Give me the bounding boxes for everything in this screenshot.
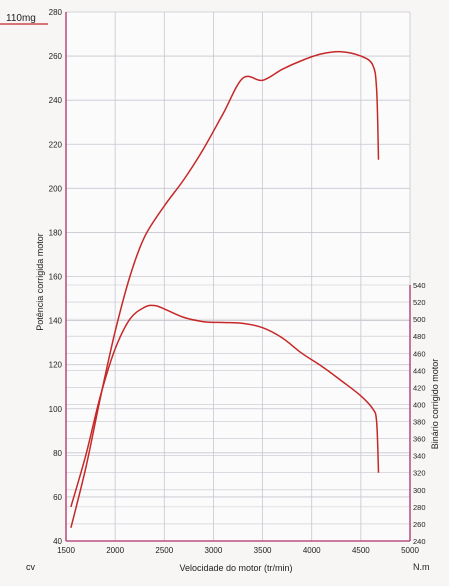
y-right-tick-label: 320 (413, 469, 426, 478)
x-tick-label: 3500 (254, 546, 272, 555)
y-right-tick-label: 500 (413, 315, 426, 324)
y-left-tick-label: 120 (49, 361, 63, 370)
power-curve (70, 50, 380, 528)
left-unit-label: cv (26, 562, 36, 572)
y-left-tick-label: 280 (49, 8, 63, 17)
y-left-tick-label: 100 (49, 405, 63, 414)
x-tick-label: 2500 (155, 546, 173, 555)
y-left-tick-label: 180 (49, 228, 63, 237)
y-left-tick-label: 160 (49, 273, 63, 282)
y-right-tick-label: 440 (413, 366, 426, 375)
torque-curve (70, 304, 380, 508)
y-right-tick-label: 540 (413, 281, 426, 290)
y-right-tick-label: 360 (413, 435, 426, 444)
y-right-tick-label: 480 (413, 332, 426, 341)
x-tick-label: 2000 (106, 546, 124, 555)
y-left-tick-label: 40 (53, 537, 62, 546)
y-right-tick-label: 520 (413, 298, 426, 307)
y-left-tick-label: 240 (49, 96, 63, 105)
y-right-tick-label: 400 (413, 400, 426, 409)
y-right-tick-label: 280 (413, 503, 426, 512)
y-left-tick-label: 220 (49, 140, 63, 149)
grid-layer (65, 11, 411, 542)
y-right-tick-label: 300 (413, 486, 426, 495)
y-right-tick-label: 460 (413, 349, 426, 358)
x-tick-label: 3000 (205, 546, 223, 555)
y-left-tick-label: 260 (49, 52, 63, 61)
y-right-tick-label: 260 (413, 520, 426, 529)
y-axis-left-title: Potência corrigida motor (35, 233, 45, 331)
y-left-tick-label: 200 (49, 184, 63, 193)
y-right-tick-label: 420 (413, 383, 426, 392)
x-tick-label: 1500 (57, 546, 75, 555)
y-left-tick-label: 80 (53, 449, 62, 458)
y-right-tick-label: 380 (413, 418, 426, 427)
series-layer (70, 50, 380, 528)
x-tick-label: 4500 (352, 546, 370, 555)
y-axis-right-title: Binário corrigido motor (430, 359, 440, 450)
x-tick-label: 5000 (401, 546, 419, 555)
y-right-tick-label: 240 (413, 537, 426, 546)
x-axis-title: Velocidade do motor (tr/min) (179, 563, 292, 573)
axis-layer: 1500 2000 2500 3000 3500 4000 4500 5000 40 60 80 10… (0, 8, 426, 555)
label-layer: 110mg cv N.m Velocidade do motor (tr/min… (6, 13, 440, 573)
corner-label: 110mg (6, 13, 36, 24)
y-left-tick-label: 140 (49, 317, 63, 326)
y-right-tick-label: 340 (413, 452, 426, 461)
right-unit-label: N.m (413, 562, 430, 572)
y-left-tick-label: 60 (53, 493, 62, 502)
x-tick-label: 4000 (303, 546, 321, 555)
